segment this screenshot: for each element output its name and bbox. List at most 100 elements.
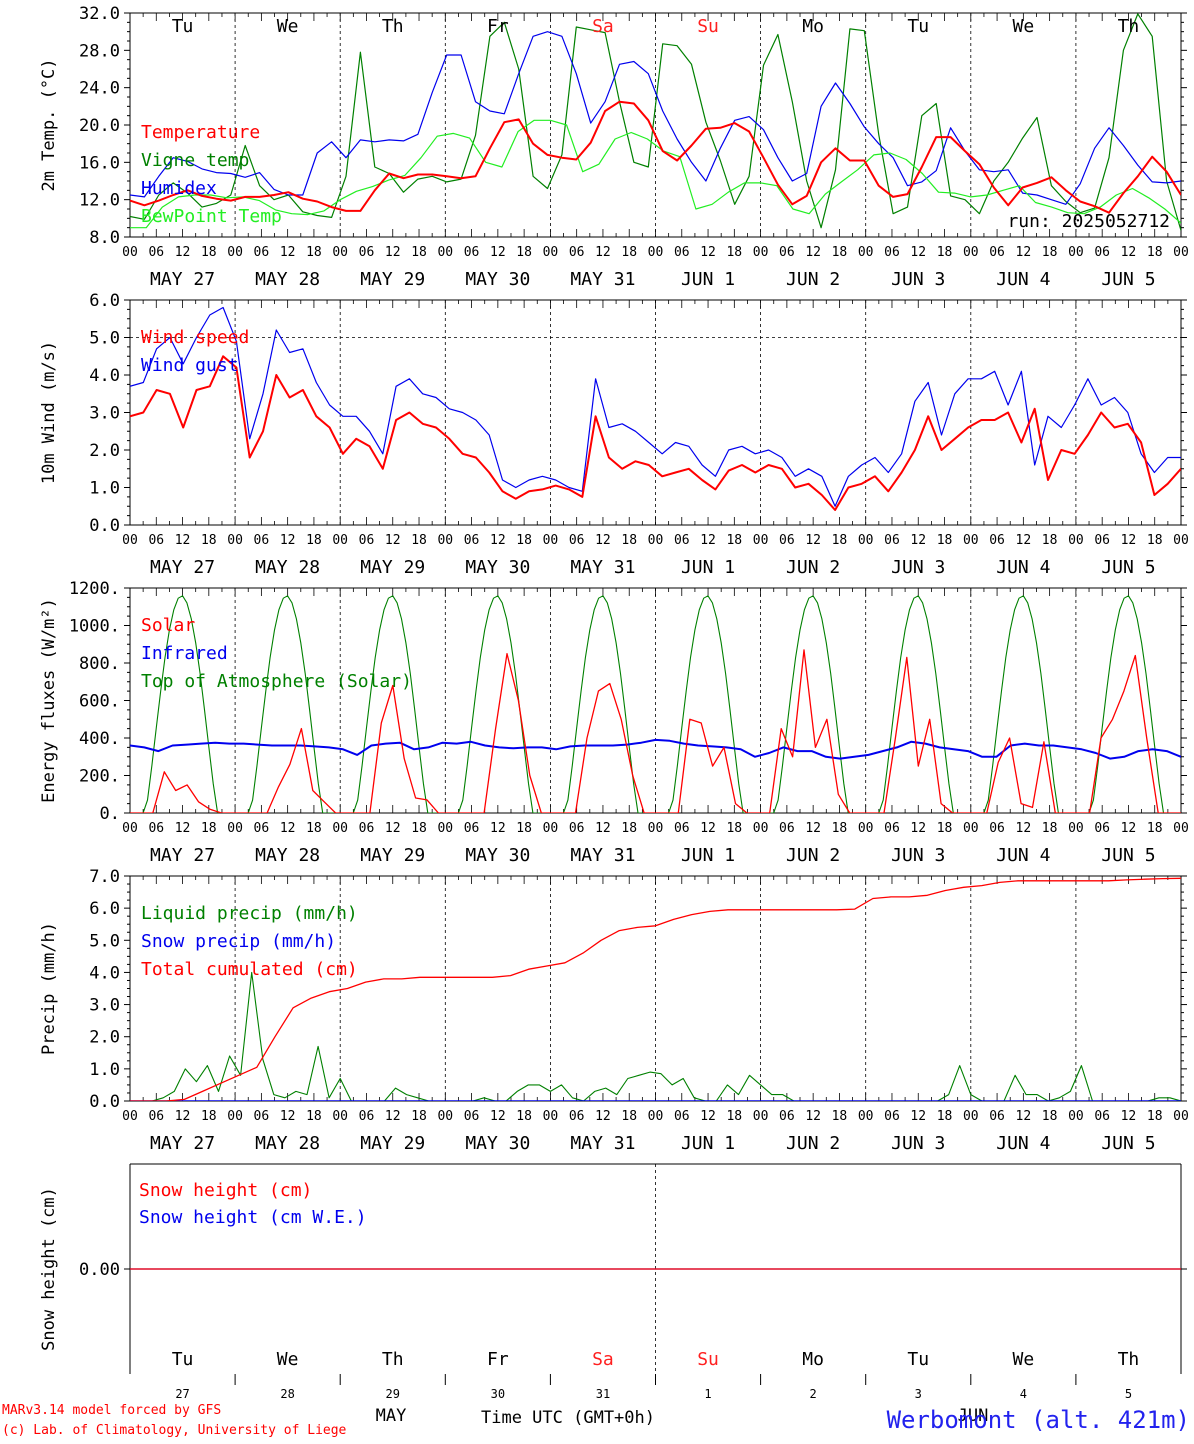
legend-entry: Liquid precip (mm/h) <box>141 903 358 924</box>
date-label: MAY 31 <box>570 557 635 578</box>
hour-tick-label: 06 <box>148 245 164 260</box>
series-vigne-temp <box>130 13 1181 231</box>
date-label: MAY 28 <box>255 269 320 290</box>
hour-tick-label: 00 <box>543 245 559 260</box>
series-solar <box>130 649 1181 813</box>
hour-tick-label: 00 <box>122 533 138 548</box>
date-label: MAY 29 <box>360 557 425 578</box>
hour-tick-label: 06 <box>989 821 1005 836</box>
footer-day-number: 30 <box>491 1387 505 1401</box>
date-label: MAY 28 <box>255 845 320 866</box>
hour-tick-label: 00 <box>648 1109 664 1124</box>
hour-tick-label: 12 <box>595 1109 611 1124</box>
hour-tick-label: 06 <box>1094 821 1110 836</box>
hour-tick-label: 12 <box>175 533 191 548</box>
legend-entry: Infrared <box>141 643 228 664</box>
date-label: JUN 3 <box>891 845 945 866</box>
hour-tick-label: 06 <box>674 1109 690 1124</box>
hour-tick-label: 12 <box>805 533 821 548</box>
hour-tick-label: 00 <box>858 533 874 548</box>
footer-day-number: 2 <box>810 1387 817 1401</box>
hour-tick-label: 06 <box>1094 1109 1110 1124</box>
series-toa-solar <box>130 595 1181 813</box>
hour-tick-label: 12 <box>1016 1109 1032 1124</box>
hour-tick-label: 18 <box>201 533 217 548</box>
weekday-label: Mo <box>802 16 824 37</box>
hour-tick-label: 12 <box>490 533 506 548</box>
footer-day-number: 31 <box>596 1387 610 1401</box>
date-label: MAY 30 <box>465 269 530 290</box>
y-tick-label: 2.0 <box>89 1028 120 1048</box>
footer-credit-model: MARv3.14 model forced by GFS <box>2 1403 221 1418</box>
hour-tick-label: 18 <box>937 533 953 548</box>
footer-credit-lab: (c) Lab. of Climatology, University of L… <box>2 1423 347 1438</box>
series-temperature <box>130 100 1181 214</box>
date-label: JUN 4 <box>996 557 1050 578</box>
hour-tick-label: 12 <box>490 821 506 836</box>
hour-tick-label: 18 <box>726 1109 742 1124</box>
hour-tick-label: 00 <box>437 533 453 548</box>
legend-entry: Snow height (cm W.E.) <box>139 1207 367 1228</box>
hour-tick-label: 00 <box>122 245 138 260</box>
hour-tick-label: 00 <box>648 821 664 836</box>
series-group <box>130 877 1181 1101</box>
hour-tick-label: 12 <box>280 533 296 548</box>
hour-tick-label: 18 <box>201 821 217 836</box>
y-tick-label: 6.0 <box>89 291 120 311</box>
hour-tick-label: 18 <box>621 821 637 836</box>
hour-tick-label: 06 <box>779 821 795 836</box>
date-label: JUN 2 <box>786 1133 840 1154</box>
series-group <box>130 13 1181 231</box>
hour-tick-label: 12 <box>385 533 401 548</box>
hour-tick-label: 00 <box>227 821 243 836</box>
footer-time-label: Time UTC (GMT+0h) <box>481 1408 655 1428</box>
hour-tick-label: 12 <box>805 245 821 260</box>
hour-tick-label: 18 <box>621 1109 637 1124</box>
hour-tick-label: 12 <box>700 245 716 260</box>
hour-tick-label: 18 <box>516 1109 532 1124</box>
legend-entry: Snow height (cm) <box>139 1180 312 1201</box>
hour-tick-label: 12 <box>910 821 926 836</box>
footer-day-number: 4 <box>1020 1387 1027 1401</box>
hour-tick-label: 00 <box>122 821 138 836</box>
y-tick-label: 4.0 <box>89 963 120 983</box>
hour-tick-label: 06 <box>148 1109 164 1124</box>
hour-tick-label: 06 <box>884 533 900 548</box>
hour-tick-label: 06 <box>989 533 1005 548</box>
weekday-label: Th <box>382 16 404 37</box>
legend-entry: Humidex <box>141 178 217 199</box>
y-tick-label: 2.0 <box>89 441 120 461</box>
hour-tick-label: 12 <box>385 1109 401 1124</box>
hour-tick-label: 06 <box>569 1109 585 1124</box>
weekday-label: Sa <box>592 16 614 37</box>
chart-panel-3: 1200. 1000. 800. 600. 400. 200. 0. Energy fluxe… <box>39 579 1189 866</box>
hour-tick-label: 06 <box>359 821 375 836</box>
y-axis-label: 10m Wind (m/s) <box>39 341 59 484</box>
hour-tick-label: 00 <box>858 821 874 836</box>
hour-tick-label: 00 <box>753 1109 769 1124</box>
hour-tick-label: 00 <box>753 533 769 548</box>
y-tick-label: 4.0 <box>89 366 120 386</box>
hour-tick-label: 18 <box>306 245 322 260</box>
weekday-label: Tu <box>172 1349 194 1370</box>
series-liquid-precip <box>130 971 1181 1101</box>
date-label: JUN 4 <box>996 1133 1050 1154</box>
chart-panel-5: 0.00 Snow height (cm) Snow height (cm) Snow… <box>39 1163 1187 1385</box>
hour-tick-label: 12 <box>910 533 926 548</box>
y-tick-label: 1.0 <box>89 479 120 499</box>
weekday-label: Tu <box>172 16 194 37</box>
series-total-cumulated <box>130 877 1181 1101</box>
hour-tick-label: 00 <box>963 1109 979 1124</box>
y-axis-label: 2m Temp. (°C) <box>39 58 59 191</box>
hour-tick-label: 12 <box>595 245 611 260</box>
hour-tick-label: 12 <box>595 533 611 548</box>
weekday-label: Sa <box>592 1349 614 1370</box>
hour-tick-label: 18 <box>306 821 322 836</box>
date-label: JUN 5 <box>1101 845 1155 866</box>
date-label: JUN 3 <box>891 557 945 578</box>
date-label: JUN 3 <box>891 1133 945 1154</box>
hour-tick-label: 18 <box>937 1109 953 1124</box>
hour-tick-label: 00 <box>227 1109 243 1124</box>
hour-tick-label: 18 <box>516 533 532 548</box>
hour-tick-label: 18 <box>201 1109 217 1124</box>
